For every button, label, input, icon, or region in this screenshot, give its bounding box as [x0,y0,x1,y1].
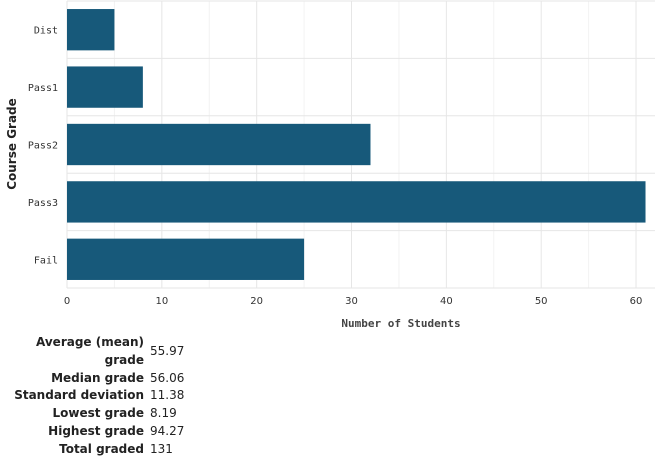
y-tick-label: Pass3 [28,198,58,209]
bar-fail [67,238,305,280]
x-tick-labels: 0 10 20 30 40 50 60 [64,296,643,307]
bar-pass1 [67,66,143,108]
stat-value: 11.38 [150,388,185,403]
stat-value: 8.19 [150,406,177,421]
grade-statistics: Average (mean) grade 55.97 Median grade 56.… [0,334,184,459]
bar-pass3 [67,181,646,223]
stat-row: Highest grade 94.27 [0,423,184,441]
stat-row: Median grade 56.06 [0,370,184,388]
stat-value: 131 [150,441,173,456]
y-tick-label: Fail [34,255,58,266]
x-tick-label: 40 [440,296,453,307]
bar-dist [67,9,115,51]
stat-value: 55.97 [150,343,185,358]
stat-value: 94.27 [150,423,185,438]
chart-gridlines [66,0,655,289]
x-tick-label: 30 [345,296,358,307]
stat-label: Total graded [59,441,144,456]
chart-bars [67,9,646,280]
y-axis-title: Course Grade [5,98,19,190]
stat-row: Lowest grade 8.19 [0,405,184,423]
stat-row: Total graded 131 [0,441,184,459]
y-tick-label: Dist [34,26,58,37]
x-tick-label: 0 [64,296,70,307]
x-tick-label: 60 [630,296,643,307]
y-tick-label: Pass1 [28,83,58,94]
stat-row: Average (mean) grade 55.97 [0,334,184,370]
stat-label: Median grade [51,370,144,385]
stat-value: 56.06 [150,370,185,385]
stat-label: Average (mean) grade [36,335,144,367]
x-axis-title: Number of Students [341,317,460,330]
x-tick-label: 10 [155,296,168,307]
stat-label: Standard deviation [14,388,144,403]
x-tick-label: 50 [535,296,548,307]
bar-chart: Dist Pass1 Pass2 Pass3 Fail 0 10 20 30 40 50 60 Nu… [5,0,655,330]
stat-row: Standard deviation 11.38 [0,387,184,405]
bar-pass2 [67,123,371,166]
x-tick-label: 20 [250,296,263,307]
y-tick-labels: Dist Pass1 Pass2 Pass3 Fail [28,26,58,267]
stat-label: Lowest grade [52,406,144,421]
stat-label: Highest grade [48,423,144,438]
y-tick-label: Pass2 [28,141,58,152]
